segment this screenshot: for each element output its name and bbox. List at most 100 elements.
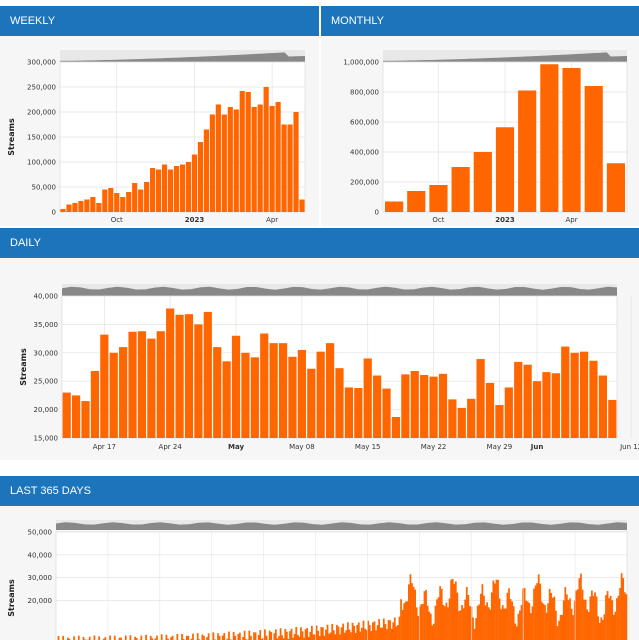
bar <box>134 636 136 640</box>
bar <box>109 352 118 438</box>
bar <box>306 627 309 640</box>
bar <box>451 167 470 212</box>
bar <box>461 604 463 640</box>
bar <box>429 613 432 640</box>
y-tick-label: 40,000 <box>28 551 53 559</box>
bar <box>623 592 626 640</box>
bar <box>227 107 233 212</box>
bar <box>391 416 401 438</box>
bar <box>213 347 222 438</box>
bar <box>307 636 310 640</box>
bar <box>429 376 438 438</box>
bar <box>422 603 424 640</box>
bar <box>397 625 399 640</box>
bar <box>173 166 180 212</box>
y-tick-label: 30,000 <box>34 349 59 357</box>
daily-panel: DAILY 15,000 20,000 25,000 30,000 35,000 40,0… <box>0 228 639 460</box>
bar <box>156 331 165 438</box>
bar <box>66 637 69 640</box>
bar <box>567 600 570 640</box>
bar <box>293 112 299 212</box>
bar <box>473 628 476 640</box>
bar <box>88 636 91 640</box>
bar <box>514 361 523 438</box>
bar <box>608 598 610 640</box>
bar <box>483 595 485 640</box>
bar <box>233 109 239 212</box>
bar <box>553 596 556 640</box>
bar <box>606 591 609 640</box>
bar <box>120 197 126 212</box>
y-tick-label: 30,000 <box>28 574 53 582</box>
y-tick-label: 1,000,000 <box>343 59 379 67</box>
y-tick-label: 800,000 <box>350 89 379 97</box>
x-tick-label: Apr 17 <box>93 443 116 451</box>
bar <box>457 407 466 438</box>
bar <box>350 632 352 640</box>
bar <box>467 398 476 438</box>
bar <box>285 631 288 640</box>
bar <box>587 612 590 640</box>
bar <box>296 634 299 640</box>
x-tick-label: Apr 24 <box>159 443 183 451</box>
bar <box>297 349 306 438</box>
bar <box>179 164 186 212</box>
bar <box>93 635 96 640</box>
bar <box>573 600 576 640</box>
bar <box>485 382 495 438</box>
bar <box>96 203 102 212</box>
bar <box>170 637 172 640</box>
bar <box>622 578 625 640</box>
bar <box>102 189 108 212</box>
bar <box>288 356 297 438</box>
bar <box>137 331 147 438</box>
bar <box>614 611 617 640</box>
bar <box>232 631 235 640</box>
bar <box>218 635 221 640</box>
bar <box>203 311 212 438</box>
y-tick-label: 200,000 <box>350 179 379 187</box>
bar <box>439 586 442 640</box>
bar <box>279 628 282 640</box>
bar <box>150 168 156 212</box>
bar <box>598 623 601 640</box>
bar <box>536 583 539 640</box>
bar <box>309 631 312 640</box>
bar <box>605 595 607 640</box>
bar <box>239 632 241 640</box>
navigator-series <box>62 286 617 296</box>
bar <box>239 91 245 212</box>
bar <box>263 87 269 212</box>
bar <box>384 623 387 640</box>
bar <box>550 592 553 640</box>
bar <box>354 632 357 640</box>
bar <box>184 314 194 438</box>
bar <box>429 185 448 212</box>
bar <box>275 629 277 640</box>
navigator-series <box>56 522 627 530</box>
bar <box>575 590 578 640</box>
bar <box>237 634 240 640</box>
bar <box>475 618 478 640</box>
bar <box>299 199 305 212</box>
bar <box>226 638 229 640</box>
bar <box>411 583 413 640</box>
bar <box>190 638 193 640</box>
bar <box>156 635 158 640</box>
bar <box>343 632 346 640</box>
bar <box>215 104 221 212</box>
bar <box>438 373 448 438</box>
bar <box>221 114 227 212</box>
bar <box>606 163 625 212</box>
bar <box>382 388 391 438</box>
bar <box>451 578 454 640</box>
bar <box>345 630 348 640</box>
bar <box>100 334 109 438</box>
bar <box>336 624 338 640</box>
bar <box>192 633 194 640</box>
bar <box>268 630 271 640</box>
bar <box>270 632 273 640</box>
daily-chart: 15,000 20,000 25,000 30,000 35,000 40,000 Apr … <box>19 284 639 451</box>
bar <box>595 596 598 640</box>
bar <box>555 610 557 640</box>
